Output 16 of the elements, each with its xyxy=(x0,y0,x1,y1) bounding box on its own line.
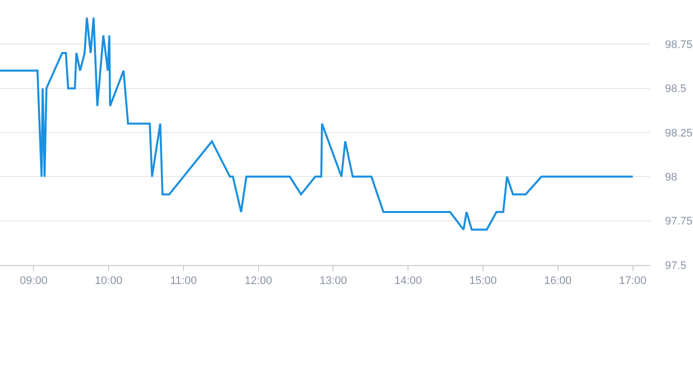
x-tick-label: 16:00 xyxy=(544,275,572,288)
y-tick-label: 97.75 xyxy=(665,216,693,228)
x-tick-label: 11:00 xyxy=(170,275,197,288)
x-tick-label: 17:00 xyxy=(619,275,647,288)
x-tick-label: 10:00 xyxy=(94,275,122,288)
x-tick-label: 12:00 xyxy=(244,275,272,288)
y-tick-label: 97.5 xyxy=(665,260,686,272)
x-tick-label: 15:00 xyxy=(469,275,497,288)
y-tick-label: 98.25 xyxy=(665,127,693,140)
y-tick-label: 98 xyxy=(665,172,678,184)
y-tick-label: 98.75 xyxy=(665,39,693,52)
x-tick-label: 14:00 xyxy=(394,275,422,288)
x-tick-label: 09:00 xyxy=(20,275,48,288)
y-tick-label: 98.5 xyxy=(665,83,686,96)
x-tick-label: 13:00 xyxy=(319,275,348,288)
line-series xyxy=(0,16,634,231)
